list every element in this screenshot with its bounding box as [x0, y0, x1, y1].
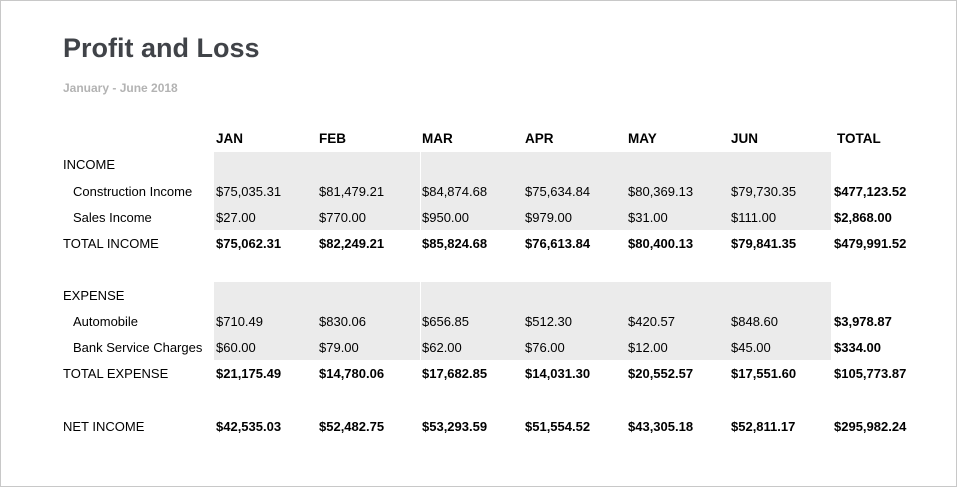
col-header-total: TOTAL [837, 131, 881, 146]
cell-net: $51,554.52 [525, 419, 591, 434]
row-label: Construction Income [73, 184, 193, 199]
cell-total: $334.00 [834, 340, 881, 355]
net-income-label: NET INCOME [63, 419, 145, 434]
cell-subtotal: $20,552.57 [628, 366, 694, 381]
cell-value: $80,369.13 [628, 184, 694, 199]
cell-subtotal: $82,249.21 [319, 236, 385, 251]
cell-value: $75,634.84 [525, 184, 591, 199]
col-header-jan: JAN [216, 131, 244, 146]
cell-subtotal: $85,824.68 [422, 236, 488, 251]
cell-value: $62.00 [422, 340, 462, 355]
cell-value: $710.49 [216, 314, 263, 329]
cell-net: $42,535.03 [216, 419, 282, 434]
cell-value: $76.00 [525, 340, 565, 355]
cell-subtotal: $17,682.85 [422, 366, 488, 381]
cell-value: $420.57 [628, 314, 675, 329]
cell-subtotal: $75,062.31 [216, 236, 282, 251]
cell-value: $830.06 [319, 314, 366, 329]
cell-total: $477,123.52 [834, 184, 907, 199]
cell-value: $31.00 [628, 210, 668, 225]
cell-value: $950.00 [422, 210, 469, 225]
cell-value: $12.00 [628, 340, 668, 355]
column-divider [420, 282, 421, 360]
cell-subtotal: $17,551.60 [731, 366, 797, 381]
cell-value: $512.30 [525, 314, 572, 329]
expense-shade [214, 282, 831, 360]
col-header-feb: FEB [319, 131, 346, 146]
cell-net-total: $295,982.24 [834, 419, 907, 434]
cell-net: $43,305.18 [628, 419, 694, 434]
cell-value: $656.85 [422, 314, 469, 329]
cell-value: $979.00 [525, 210, 572, 225]
cell-value: $75,035.31 [216, 184, 282, 199]
col-header-jun: JUN [731, 131, 759, 146]
cell-net: $52,482.75 [319, 419, 385, 434]
cell-value: $848.60 [731, 314, 778, 329]
section-label-expense: EXPENSE [63, 288, 125, 303]
cell-value: $81,479.21 [319, 184, 385, 199]
report-subtitle: January - June 2018 [63, 81, 178, 95]
col-header-may: MAY [628, 131, 657, 146]
cell-total: $2,868.00 [834, 210, 892, 225]
cell-net: $53,293.59 [422, 419, 488, 434]
cell-grand-total: $105,773.87 [834, 366, 907, 381]
cell-subtotal: $14,031.30 [525, 366, 591, 381]
cell-subtotal: $76,613.84 [525, 236, 591, 251]
cell-total: $3,978.87 [834, 314, 892, 329]
cell-subtotal: $80,400.13 [628, 236, 694, 251]
row-label: Bank Service Charges [73, 340, 203, 355]
report-title: Profit and Loss [63, 33, 260, 63]
total-expense-label: TOTAL EXPENSE [63, 366, 169, 381]
cell-net: $52,811.17 [731, 419, 796, 434]
col-header-mar: MAR [422, 131, 453, 146]
cell-value: $770.00 [319, 210, 366, 225]
cell-value: $111.00 [731, 210, 777, 225]
cell-subtotal: $79,841.35 [731, 236, 797, 251]
cell-value: $27.00 [216, 210, 256, 225]
row-label: Sales Income [73, 210, 152, 225]
total-income-label: TOTAL INCOME [63, 236, 159, 251]
cell-value: $79.00 [319, 340, 359, 355]
income-shade [214, 152, 831, 230]
cell-subtotal: $14,780.06 [319, 366, 385, 381]
cell-value: $84,874.68 [422, 184, 488, 199]
cell-value: $60.00 [216, 340, 256, 355]
section-label-income: INCOME [63, 157, 115, 172]
column-divider [420, 152, 421, 230]
col-header-apr: APR [525, 131, 554, 146]
cell-value: $79,730.35 [731, 184, 797, 199]
cell-subtotal: $21,175.49 [216, 366, 282, 381]
row-label: Automobile [73, 314, 139, 329]
cell-value: $45.00 [731, 340, 771, 355]
cell-grand-total: $479,991.52 [834, 236, 907, 251]
